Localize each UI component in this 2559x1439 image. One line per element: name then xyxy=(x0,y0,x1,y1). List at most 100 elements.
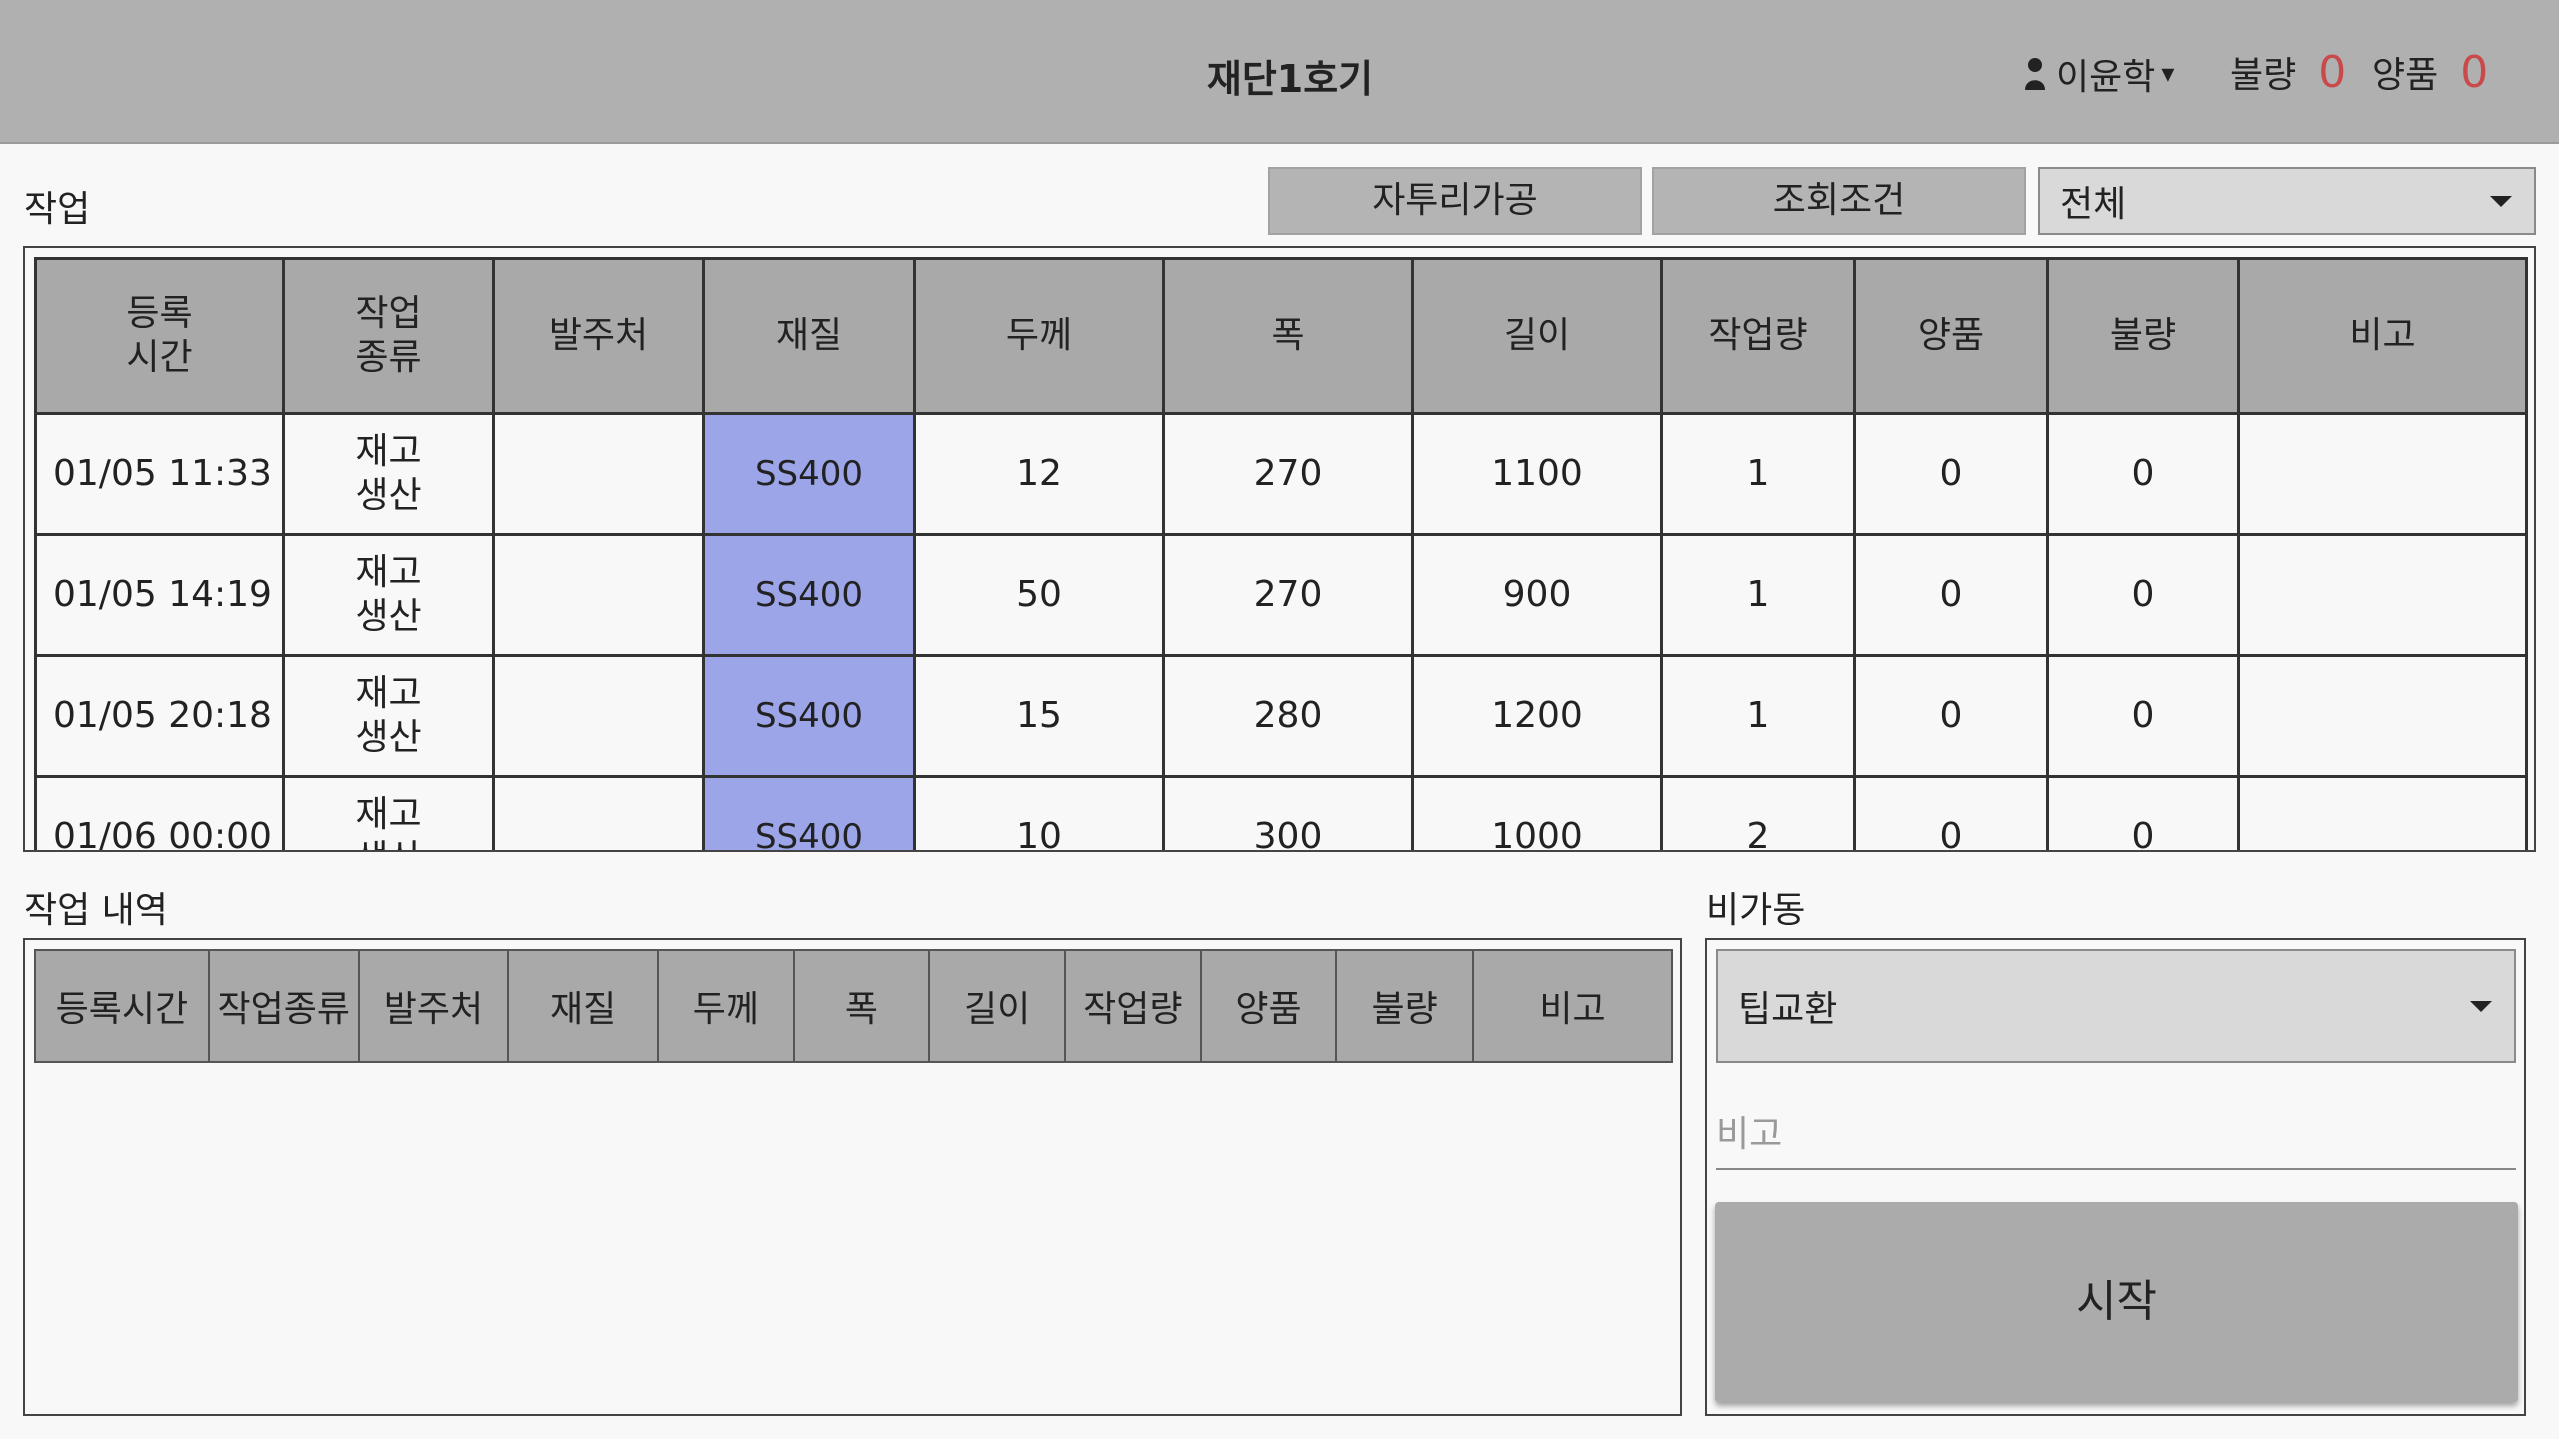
work-table-panel[interactable]: 등록 시간 작업 종류 발주처 재질 두께 폭 길이 작업량 양품 불량 비고 01… xyxy=(23,246,2536,852)
downtime-note-input[interactable] xyxy=(1716,1100,2516,1170)
cell-note xyxy=(2237,533,2528,657)
dropdown-arrow-icon xyxy=(2490,196,2512,207)
good-count-label: 양품 xyxy=(2372,55,2439,96)
cell-quantity: 2 xyxy=(1660,775,1856,850)
history-table-panel[interactable]: 등록시간 작업종류 발주처 재질 두께 폭 길이 작업량 양품 불량 비고 xyxy=(23,938,1682,1416)
cell-length: 1200 xyxy=(1411,654,1663,778)
cell-good: 0 xyxy=(1853,412,2049,536)
cell-width: 280 xyxy=(1162,654,1414,778)
hist-col-note[interactable]: 비고 xyxy=(1471,949,1674,1063)
cell-thickness: 10 xyxy=(913,775,1165,850)
cell-reg-time: 01/05 11:33 xyxy=(34,412,285,536)
cell-good: 0 xyxy=(1853,775,2049,850)
col-header-work-type[interactable]: 작업 종류 xyxy=(282,257,495,415)
col-header-thickness[interactable]: 두께 xyxy=(913,257,1165,415)
hist-col-work-type[interactable]: 작업종류 xyxy=(207,949,360,1063)
hist-col-length[interactable]: 길이 xyxy=(928,949,1066,1063)
work-filter-value: 전체 xyxy=(2060,184,2127,225)
cell-client xyxy=(492,775,705,850)
cell-thickness: 12 xyxy=(913,412,1165,536)
cell-bad: 0 xyxy=(2046,775,2240,850)
history-section-label: 작업 내역 xyxy=(24,890,168,931)
bad-counter: 불량 0 xyxy=(2230,46,2346,98)
cell-material: SS400 xyxy=(702,412,916,536)
col-header-client[interactable]: 발주처 xyxy=(492,257,705,415)
col-header-bad[interactable]: 불량 xyxy=(2046,257,2240,415)
dropdown-arrow-icon xyxy=(2470,1001,2492,1012)
work-section-label: 작업 xyxy=(24,189,91,230)
cell-bad: 0 xyxy=(2046,533,2240,657)
cell-client xyxy=(492,412,705,536)
hist-col-reg-time[interactable]: 등록시간 xyxy=(34,949,210,1063)
table-row[interactable]: 01/05 11:33 재고 생산 SS400 12 270 1100 1 0 0 xyxy=(34,412,2528,536)
hist-col-bad[interactable]: 불량 xyxy=(1335,949,1474,1063)
machine-title: 재단1호기 xyxy=(1206,57,1374,101)
self-process-button[interactable]: 자투리가공 xyxy=(1268,167,1642,235)
good-counter: 양품 0 xyxy=(2372,46,2488,98)
table-row[interactable]: 01/05 20:18 재고 생산 SS400 15 280 1200 1 0 0 xyxy=(34,654,2528,778)
history-table: 등록시간 작업종류 발주처 재질 두께 폭 길이 작업량 양품 불량 비고 xyxy=(34,949,1674,1063)
col-header-width[interactable]: 폭 xyxy=(1162,257,1414,415)
cell-width: 270 xyxy=(1162,533,1414,657)
search-condition-button[interactable]: 조회조건 xyxy=(1652,167,2026,235)
cell-thickness: 15 xyxy=(913,654,1165,778)
cell-quantity: 1 xyxy=(1660,533,1856,657)
start-button[interactable]: 시작 xyxy=(1715,1202,2518,1402)
col-header-length[interactable]: 길이 xyxy=(1411,257,1663,415)
cell-reg-time: 01/05 20:18 xyxy=(34,654,285,778)
cell-material: SS400 xyxy=(702,654,916,778)
col-header-note[interactable]: 비고 xyxy=(2237,257,2528,415)
downtime-section-label: 비가동 xyxy=(1706,890,1806,931)
cell-width: 300 xyxy=(1162,775,1414,850)
cell-reg-time: 01/06 00:00 xyxy=(34,775,285,850)
col-header-good[interactable]: 양품 xyxy=(1853,257,2049,415)
cell-bad: 0 xyxy=(2046,412,2240,536)
history-table-header: 등록시간 작업종류 발주처 재질 두께 폭 길이 작업량 양품 불량 비고 xyxy=(34,949,1674,1063)
cell-quantity: 1 xyxy=(1660,654,1856,778)
cell-material: SS400 xyxy=(702,775,916,850)
cell-client xyxy=(492,654,705,778)
cell-quantity: 1 xyxy=(1660,412,1856,536)
col-header-reg-time[interactable]: 등록 시간 xyxy=(34,257,285,415)
hist-col-thickness[interactable]: 두께 xyxy=(657,949,795,1063)
work-filter-select[interactable]: 전체 xyxy=(2038,167,2536,235)
hist-col-quantity[interactable]: 작업량 xyxy=(1063,949,1202,1063)
cell-note xyxy=(2237,654,2528,778)
hist-col-material[interactable]: 재질 xyxy=(507,949,659,1063)
chevron-down-icon: ▾ xyxy=(2161,59,2175,89)
downtime-reason-value: 팁교환 xyxy=(1738,989,1838,1030)
downtime-reason-select[interactable]: 팁교환 xyxy=(1716,949,2516,1063)
hist-col-width[interactable]: 폭 xyxy=(792,949,931,1063)
user-menu[interactable]: 이윤학 ▾ xyxy=(2024,48,2174,100)
col-header-material[interactable]: 재질 xyxy=(702,257,916,415)
top-bar: 재단1호기 이윤학 ▾ 불량 0 양품 0 xyxy=(0,0,2559,144)
cell-bad: 0 xyxy=(2046,654,2240,778)
hist-col-client[interactable]: 발주처 xyxy=(357,949,510,1063)
cell-note xyxy=(2237,775,2528,850)
work-table: 등록 시간 작업 종류 발주처 재질 두께 폭 길이 작업량 양품 불량 비고 01… xyxy=(34,257,2528,850)
work-table-header: 등록 시간 작업 종류 발주처 재질 두께 폭 길이 작업량 양품 불량 비고 xyxy=(34,257,2528,415)
cell-length: 1100 xyxy=(1411,412,1663,536)
cell-reg-time: 01/05 14:19 xyxy=(34,533,285,657)
table-row[interactable]: 01/05 14:19 재고 생산 SS400 50 270 900 1 0 0 xyxy=(34,533,2528,657)
cell-client xyxy=(492,533,705,657)
cell-length: 900 xyxy=(1411,533,1663,657)
bad-count-value: 0 xyxy=(2318,46,2347,98)
cell-length: 1000 xyxy=(1411,775,1663,850)
hist-col-good[interactable]: 양품 xyxy=(1199,949,1338,1063)
col-header-quantity[interactable]: 작업량 xyxy=(1660,257,1856,415)
cell-good: 0 xyxy=(1853,654,2049,778)
cell-width: 270 xyxy=(1162,412,1414,536)
user-icon xyxy=(2025,58,2045,90)
user-name: 이윤학 xyxy=(2056,57,2156,98)
bad-count-label: 불량 xyxy=(2230,55,2297,96)
cell-note xyxy=(2237,412,2528,536)
cell-thickness: 50 xyxy=(913,533,1165,657)
good-count-value: 0 xyxy=(2460,46,2489,98)
cell-good: 0 xyxy=(1853,533,2049,657)
